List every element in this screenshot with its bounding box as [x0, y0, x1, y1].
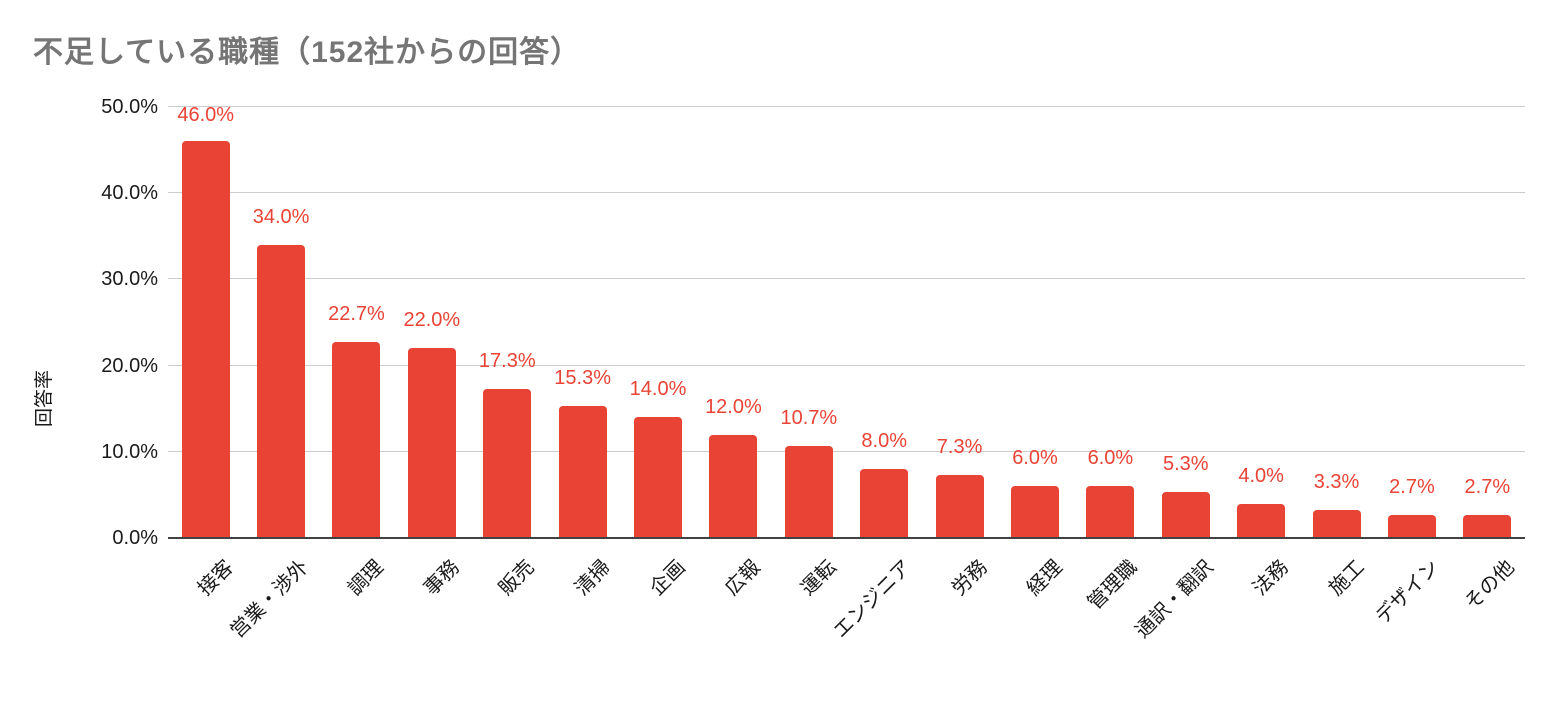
bar-group: 12.0% 広報 [696, 107, 771, 601]
y-axis-tick-label: 0.0% [112, 527, 158, 549]
y-axis-tick-label: 10.0% [101, 440, 158, 463]
bar-group: 4.0% 法務 [1223, 107, 1298, 600]
x-axis-category-label: 調理 [344, 556, 389, 601]
bar-group: 6.0% 経理 [997, 107, 1072, 600]
x-axis-category-label: 接客 [193, 556, 238, 601]
bar-group: 14.0% 企画 [620, 107, 695, 600]
gridline [168, 192, 1525, 194]
plot-area: 46.0% 接客 34.0% 営業・渉外 22.7% 調理 22.0% 事務 17.3% 販売 15… [168, 104, 1525, 643]
bar-value-label: 6.0% [1087, 447, 1134, 470]
bar [1312, 509, 1361, 538]
bar-value-label: 5.3% [1162, 453, 1209, 476]
bar [332, 342, 381, 538]
bar-group: 17.3% 販売 [470, 107, 545, 600]
y-axis-tick-label: 40.0% [101, 182, 158, 205]
bar [1387, 514, 1436, 538]
bar [257, 244, 306, 538]
bar-value-label: 3.3% [1313, 470, 1360, 493]
bar-group: 8.0% エンジニア [830, 107, 922, 642]
bar-group: 6.0% 管理職 [1073, 107, 1148, 614]
bar-group: 22.0% 事務 [394, 107, 469, 600]
x-axis-category-label: 管理職 [1084, 556, 1143, 615]
bar [709, 434, 758, 538]
bar-value-label: 22.7% [328, 303, 385, 326]
gridline [168, 364, 1525, 366]
bar [1010, 486, 1059, 538]
bar-value-label: 7.3% [936, 436, 983, 459]
x-axis-category-label: 経理 [1022, 556, 1067, 601]
bar [181, 141, 230, 538]
x-axis-category-label: 運転 [796, 556, 841, 601]
gridline [168, 278, 1525, 280]
bar-value-label: 10.7% [780, 406, 838, 429]
bar-group: 7.3% 労務 [922, 107, 997, 600]
gridline [168, 106, 1525, 107]
bar [483, 388, 532, 538]
bar [1161, 492, 1210, 538]
bar-value-label: 15.3% [554, 367, 611, 390]
x-axis-baseline [168, 537, 1525, 539]
x-axis-category-label: エンジニア [829, 556, 917, 643]
x-axis-category-label: 広報 [721, 556, 766, 601]
bar-group: 10.7% 運転 [771, 107, 846, 600]
x-axis-category-label: 営業・渉外 [226, 556, 313, 643]
bar-value-label: 2.7% [1464, 475, 1511, 498]
bar [1463, 514, 1512, 538]
x-axis-category-label: 施工 [1324, 556, 1369, 601]
x-axis-category-label: 企画 [646, 556, 690, 601]
bar [1086, 486, 1135, 538]
bar-value-label: 6.0% [1012, 447, 1058, 470]
bar [935, 475, 984, 538]
bar-group: 5.3% 通訳・翻訳 [1131, 107, 1223, 642]
x-axis-category-label: その他 [1461, 556, 1520, 615]
y-axis-tick-label: 30.0% [101, 268, 158, 291]
bar-group: 46.0% 接客 [168, 104, 243, 600]
bar [634, 417, 683, 538]
bar-group: 3.3% 施工 [1299, 107, 1374, 600]
x-axis-category-label: 事務 [419, 556, 464, 601]
bar-group: 2.7% その他 [1450, 107, 1525, 614]
bar [860, 469, 909, 538]
y-axis-tick-labels: 0.0% 10.0% 20.0% 30.0% 40.0% 50.0% [0, 0, 158, 707]
x-axis-category-label: 法務 [1249, 556, 1293, 601]
x-axis-category-label: 労務 [947, 556, 992, 601]
bar-group: 15.3% 清掃 [545, 107, 620, 600]
bar-value-label: 17.3% [478, 349, 536, 372]
bar-group: 2.7% デザイン [1372, 107, 1449, 629]
bar-value-label: 4.0% [1238, 464, 1284, 487]
x-axis-category-label: 販売 [495, 556, 540, 601]
bar [407, 348, 456, 538]
bar-value-label: 8.0% [861, 430, 907, 453]
x-axis-category-label: デザイン [1371, 556, 1444, 629]
bar-series: 46.0% 接客 34.0% 営業・渉外 22.7% 調理 22.0% 事務 17.3% 販売 15… [168, 104, 1525, 643]
bar-group: 22.7% 調理 [319, 107, 394, 600]
bar [1237, 503, 1286, 538]
bar-value-label: 22.0% [403, 309, 461, 332]
bar-value-label: 2.7% [1389, 475, 1435, 498]
bar-value-label: 46.0% [177, 104, 235, 126]
x-axis-category-label: 清掃 [570, 556, 615, 601]
y-axis-tick-label: 50.0% [101, 96, 158, 118]
bar-value-label: 12.0% [705, 395, 762, 418]
x-axis-category-label: 通訳・翻訳 [1131, 556, 1218, 643]
gridline [168, 450, 1525, 452]
bar [784, 445, 833, 538]
bar-value-label: 34.0% [252, 205, 310, 228]
chart-title: 不足している職種（152社からの回答） [33, 36, 582, 69]
bar [558, 406, 607, 538]
y-axis-tick-label: 20.0% [101, 354, 158, 377]
bar-value-label: 14.0% [629, 378, 687, 401]
bar-group: 34.0% 営業・渉外 [227, 107, 318, 643]
